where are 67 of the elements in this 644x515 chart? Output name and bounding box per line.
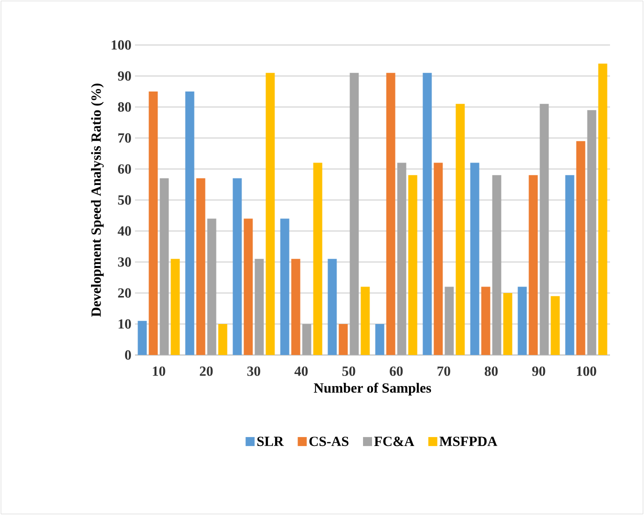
y-tick-label: 80 [118,102,131,112]
x-tick-label: 80 [484,366,498,376]
y-tick-label: 0 [125,350,131,360]
y-tick-label: 60 [118,164,131,174]
bar [528,175,538,355]
y-tick-label: 20 [118,288,131,298]
bar [587,110,596,355]
bar [360,286,370,355]
y-tick-label: 100 [112,40,131,50]
x-tick-label: 90 [532,366,546,376]
bar [244,218,253,355]
bar [576,141,586,355]
y-tick-label: 40 [118,226,131,236]
x-tick-label: 40 [294,366,308,376]
bar [470,162,480,355]
bar [434,162,443,355]
bar [408,175,418,355]
bar [598,64,608,355]
bar [540,104,549,355]
x-tick-label: 70 [438,366,450,376]
bar [218,324,228,355]
y-tick-label: 90 [118,71,131,81]
bar [328,258,337,355]
legend-label: CS-AS [309,436,348,446]
bar [397,162,406,355]
x-axis-title: Number of Samples [314,382,432,396]
bar [266,72,275,355]
bar [185,91,194,355]
bar [456,104,465,355]
bar [254,258,264,355]
bar [503,292,512,355]
y-tick-label: 70 [118,133,131,143]
y-axis-title: Development Speed Analysis Ratio (%) [91,84,104,317]
bar [313,162,322,355]
x-tick-label: 10 [152,366,166,376]
bar [148,91,158,355]
bar [492,175,502,355]
x-tick-label: 20 [200,366,213,376]
bar [160,178,169,355]
x-tick-label: 100 [576,366,596,376]
bar [518,286,527,355]
bar [386,72,396,355]
x-tick-label: 50 [342,366,356,376]
y-tick-label: 30 [118,257,131,267]
legend-label: FC&A [374,436,414,446]
bar [196,178,206,355]
x-tick-label: 30 [247,366,260,376]
bar [444,286,454,355]
bar [291,258,300,355]
bar [565,175,574,355]
y-tick-label: 10 [118,319,131,329]
bar [207,218,216,355]
bar [481,286,490,355]
y-tick-label: 50 [118,195,131,205]
bar [170,258,180,355]
legend-label: SLR [257,436,284,446]
bar [232,178,242,355]
bar [302,324,312,355]
bar [550,296,560,355]
bar [422,72,432,355]
bar [338,324,348,355]
bar [375,324,384,355]
legend-label: MSFPDA [440,436,498,446]
x-tick-label: 60 [390,366,403,376]
bar [280,218,290,355]
bar [138,320,147,355]
bar [350,72,359,355]
